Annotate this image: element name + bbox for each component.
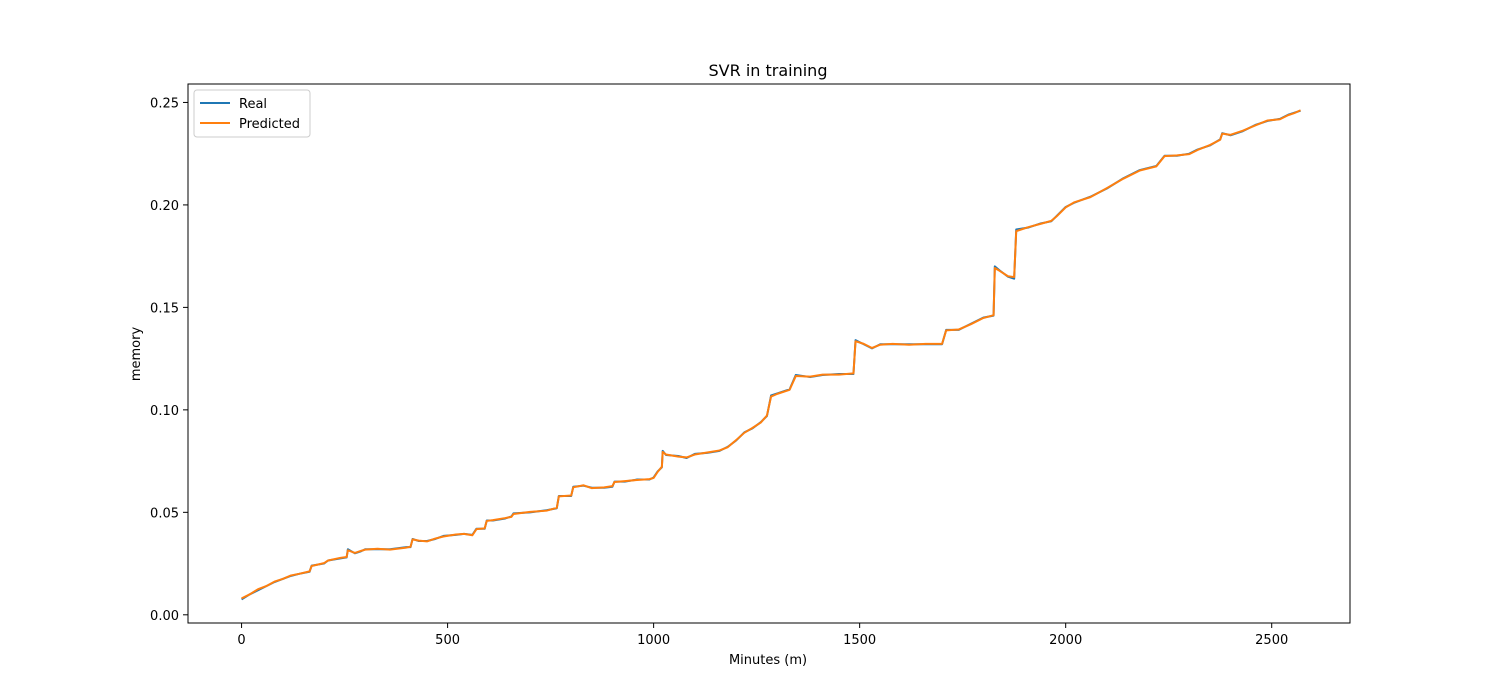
legend-box — [193, 89, 311, 138]
chart-title: SVR in training — [709, 61, 828, 80]
x-axis: 0 500 1000 1500 2000 2500 — [237, 623, 1288, 648]
y-axis: 0.00 0.05 0.10 0.15 0.20 0.25 — [150, 96, 188, 624]
series-group — [241, 109, 1301, 601]
y-axis-label: memory — [129, 327, 144, 382]
x-tick-label: 0 — [237, 633, 245, 648]
x-tick-label: 1500 — [843, 633, 876, 648]
y-tick-label: 0.15 — [150, 301, 179, 316]
y-tick-label: 0.25 — [150, 96, 179, 111]
series-line-predicted — [241, 109, 1301, 600]
legend-label-real: Real — [239, 97, 267, 112]
x-axis-label: Minutes (m) — [729, 653, 807, 668]
y-tick-label: 0.05 — [150, 506, 179, 521]
y-tick-label: 0.00 — [150, 609, 179, 624]
legend: Real Predicted — [193, 89, 311, 138]
x-tick-label: 2500 — [1255, 633, 1288, 648]
y-tick-label: 0.20 — [150, 199, 179, 214]
x-tick-label: 500 — [435, 633, 460, 648]
y-tick-label: 0.10 — [150, 404, 179, 419]
x-tick-label: 2000 — [1049, 633, 1082, 648]
x-tick-label: 1000 — [637, 633, 670, 648]
plot-frame — [187, 83, 1351, 624]
legend-label-predicted: Predicted — [239, 117, 300, 132]
